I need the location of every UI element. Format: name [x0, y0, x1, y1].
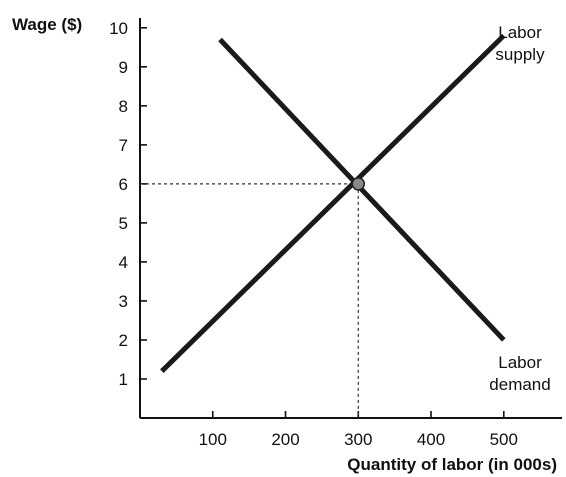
y-tick-label: 7 [119, 136, 128, 155]
labor-demand-label: Labor demand [489, 353, 550, 394]
labor-supply-line [160, 33, 506, 373]
labels: Wage ($) Quantity of labor (in 000s) Lab… [12, 15, 557, 474]
x-tick-label: 100 [199, 430, 227, 449]
equilibrium-guides [140, 183, 359, 418]
y-tick-label: 6 [119, 175, 128, 194]
x-tick-label: 500 [490, 430, 518, 449]
y-axis-title: Wage ($) [12, 15, 82, 34]
x-tick-label: 400 [417, 430, 445, 449]
axes [139, 18, 562, 419]
y-tick-label: 3 [119, 292, 128, 311]
y-tick-label: 9 [119, 58, 128, 77]
y-tick-label: 5 [119, 214, 128, 233]
y-tick-label: 4 [119, 253, 128, 272]
equilibrium-point [351, 177, 366, 191]
y-tick-label: 2 [119, 331, 128, 350]
labor-supply-label: Labor supply [495, 23, 545, 64]
labor-demand-line [218, 37, 506, 342]
y-tick-label: 8 [119, 97, 128, 116]
x-tick-label: 300 [344, 430, 372, 449]
x-tick-label: 200 [271, 430, 299, 449]
x-axis-title: Quantity of labor (in 000s) [347, 455, 557, 474]
y-tick-label: 10 [109, 19, 128, 38]
y-tick-label: 1 [119, 370, 128, 389]
series-lines [160, 33, 506, 373]
